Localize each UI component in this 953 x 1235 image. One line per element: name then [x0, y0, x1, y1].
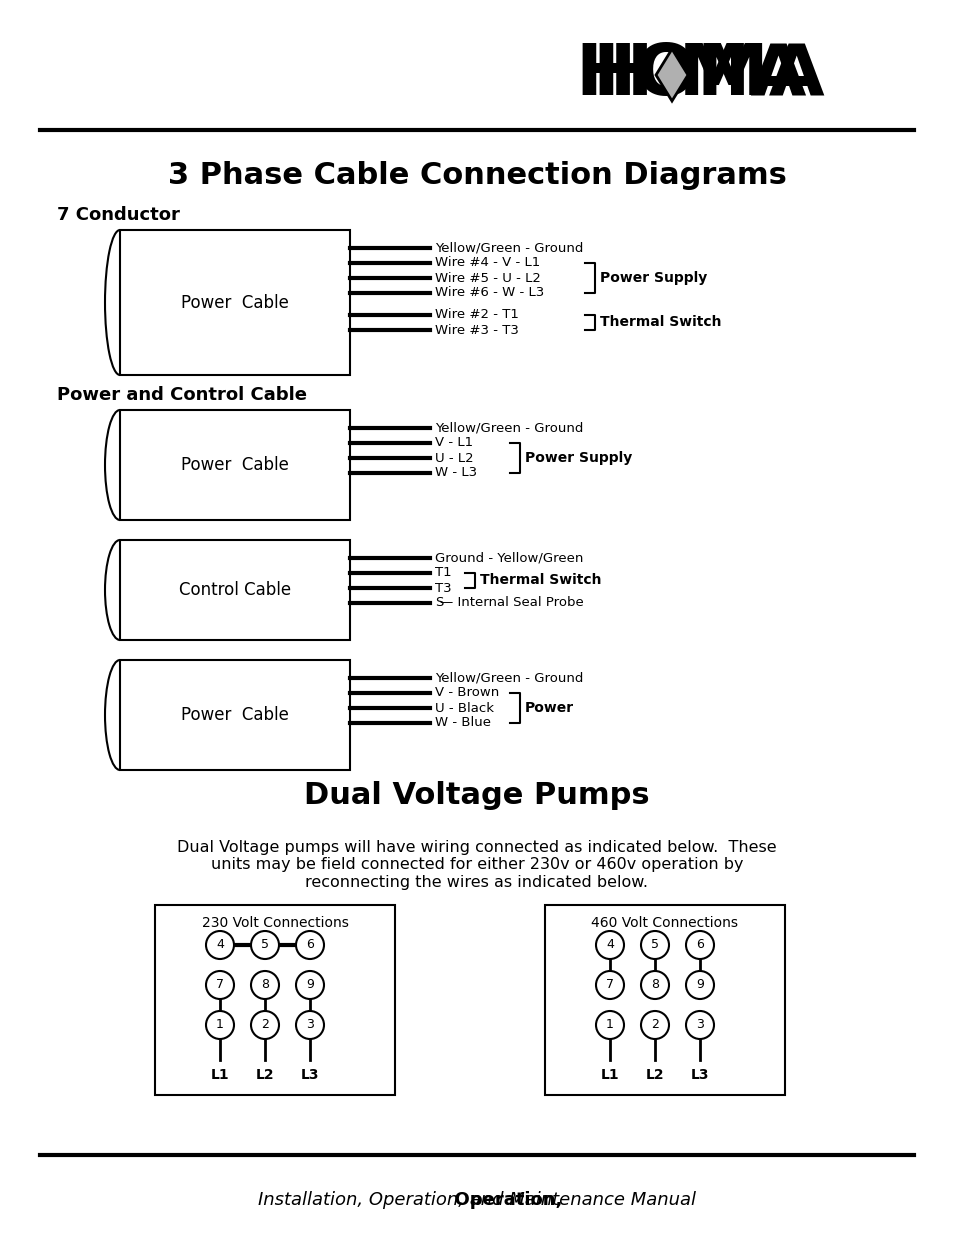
- Text: Wire #3 - T3: Wire #3 - T3: [435, 324, 518, 336]
- Text: Power  Cable: Power Cable: [181, 706, 289, 724]
- Circle shape: [685, 971, 713, 999]
- Circle shape: [596, 971, 623, 999]
- Text: Power: Power: [524, 701, 574, 715]
- Text: U - L2: U - L2: [435, 452, 473, 464]
- Text: Power Supply: Power Supply: [524, 451, 632, 466]
- Text: V - L1: V - L1: [435, 436, 473, 450]
- Text: Control Cable: Control Cable: [179, 580, 291, 599]
- Text: V - Brown: V - Brown: [435, 687, 498, 699]
- Text: L1: L1: [600, 1068, 618, 1082]
- Text: 2: 2: [650, 1019, 659, 1031]
- Text: — Internal Seal Probe: — Internal Seal Probe: [439, 597, 583, 610]
- Text: 2: 2: [261, 1019, 269, 1031]
- Text: 3 Phase Cable Connection Diagrams: 3 Phase Cable Connection Diagrams: [168, 161, 785, 189]
- Text: W - Blue: W - Blue: [435, 716, 491, 730]
- FancyBboxPatch shape: [120, 230, 350, 375]
- Text: 9: 9: [696, 978, 703, 992]
- Text: W - L3: W - L3: [435, 467, 476, 479]
- Text: 8: 8: [650, 978, 659, 992]
- Text: 7: 7: [605, 978, 614, 992]
- Text: Wire #4 - V - L1: Wire #4 - V - L1: [435, 257, 539, 269]
- FancyBboxPatch shape: [120, 540, 350, 640]
- Text: Installation, Operation, and Maintenance Manual: Installation, Operation, and Maintenance…: [257, 1191, 696, 1209]
- Circle shape: [206, 971, 233, 999]
- Circle shape: [295, 1011, 324, 1039]
- FancyBboxPatch shape: [120, 410, 350, 520]
- Text: Power  Cable: Power Cable: [181, 294, 289, 311]
- Circle shape: [251, 1011, 278, 1039]
- Text: 9: 9: [306, 978, 314, 992]
- Circle shape: [295, 971, 324, 999]
- Text: Ground - Yellow/Green: Ground - Yellow/Green: [435, 552, 583, 564]
- Text: Yellow/Green - Ground: Yellow/Green - Ground: [435, 421, 583, 435]
- Text: HOMA: HOMA: [575, 41, 824, 110]
- Text: 1: 1: [605, 1019, 614, 1031]
- Text: T3: T3: [435, 582, 451, 594]
- Text: U - Black: U - Black: [435, 701, 494, 715]
- Text: L3: L3: [300, 1068, 319, 1082]
- Text: Wire #2 - T1: Wire #2 - T1: [435, 309, 518, 321]
- Circle shape: [640, 971, 668, 999]
- Text: 4: 4: [215, 939, 224, 951]
- Text: 6: 6: [696, 939, 703, 951]
- Text: Power  Cable: Power Cable: [181, 456, 289, 474]
- Circle shape: [596, 931, 623, 960]
- Circle shape: [295, 931, 324, 960]
- Circle shape: [206, 1011, 233, 1039]
- Text: S: S: [435, 597, 443, 610]
- Text: Operation,: Operation,: [392, 1191, 561, 1209]
- Polygon shape: [656, 49, 687, 101]
- Text: T1: T1: [435, 567, 451, 579]
- Circle shape: [596, 1011, 623, 1039]
- Text: 1: 1: [215, 1019, 224, 1031]
- Text: Power Supply: Power Supply: [599, 270, 706, 285]
- Text: 5: 5: [650, 939, 659, 951]
- Text: 6: 6: [306, 939, 314, 951]
- Text: Yellow/Green - Ground: Yellow/Green - Ground: [435, 242, 583, 254]
- Circle shape: [685, 931, 713, 960]
- Text: 7 Conductor: 7 Conductor: [57, 206, 180, 224]
- Circle shape: [640, 931, 668, 960]
- Text: Power and Control Cable: Power and Control Cable: [57, 387, 307, 404]
- Text: Dual Voltage Pumps: Dual Voltage Pumps: [304, 781, 649, 809]
- Text: 460 Volt Connections: 460 Volt Connections: [591, 916, 738, 930]
- Text: Wire #5 - U - L2: Wire #5 - U - L2: [435, 272, 540, 284]
- Circle shape: [640, 1011, 668, 1039]
- Text: 5: 5: [261, 939, 269, 951]
- Circle shape: [685, 1011, 713, 1039]
- Circle shape: [251, 971, 278, 999]
- Text: Dual Voltage pumps will have wiring connected as indicated below.  These
units m: Dual Voltage pumps will have wiring conn…: [177, 840, 776, 889]
- Text: L1: L1: [211, 1068, 229, 1082]
- Text: L3: L3: [690, 1068, 708, 1082]
- Text: 4: 4: [605, 939, 614, 951]
- Circle shape: [251, 931, 278, 960]
- Text: L2: L2: [255, 1068, 274, 1082]
- Text: Wire #6 - W - L3: Wire #6 - W - L3: [435, 287, 543, 300]
- FancyBboxPatch shape: [154, 905, 395, 1095]
- FancyBboxPatch shape: [544, 905, 784, 1095]
- Text: 3: 3: [696, 1019, 703, 1031]
- Text: 8: 8: [261, 978, 269, 992]
- Text: Thermal Switch: Thermal Switch: [599, 315, 720, 330]
- Text: H MA: H MA: [593, 41, 806, 110]
- Text: 230 Volt Connections: 230 Volt Connections: [201, 916, 348, 930]
- Text: Thermal Switch: Thermal Switch: [479, 573, 601, 588]
- FancyBboxPatch shape: [120, 659, 350, 769]
- Text: 3: 3: [306, 1019, 314, 1031]
- Text: L2: L2: [645, 1068, 663, 1082]
- Circle shape: [206, 931, 233, 960]
- Text: 7: 7: [215, 978, 224, 992]
- Text: Yellow/Green - Ground: Yellow/Green - Ground: [435, 672, 583, 684]
